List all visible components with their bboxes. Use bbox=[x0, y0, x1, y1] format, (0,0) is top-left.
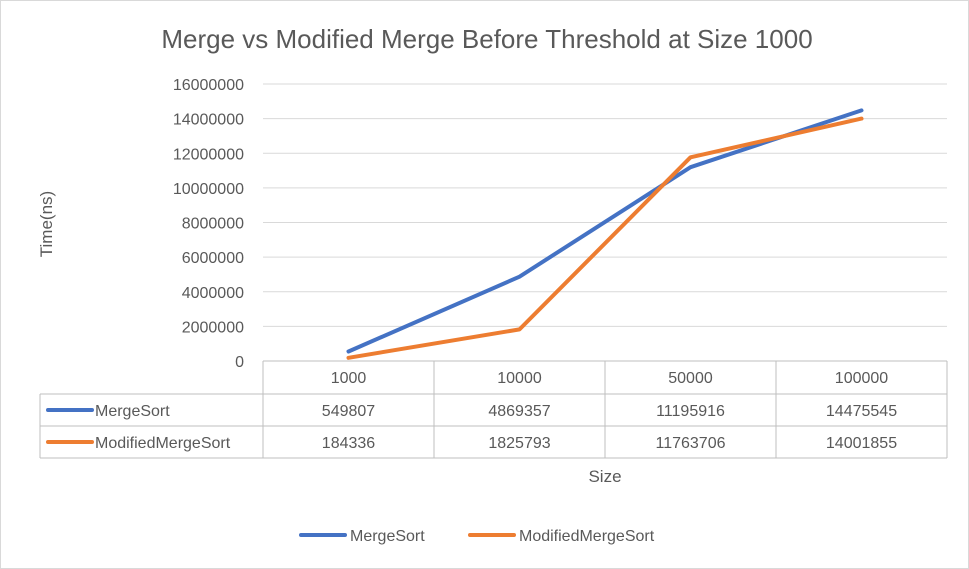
x-category-label: 10000 bbox=[497, 370, 542, 387]
table-series-name: MergeSort bbox=[95, 403, 170, 420]
y-tick-label: 4000000 bbox=[182, 285, 244, 302]
table-cell-value: 549807 bbox=[322, 403, 375, 420]
table-cell-value: 11763706 bbox=[656, 435, 726, 452]
x-category-label: 100000 bbox=[835, 370, 888, 387]
legend-label: ModifiedMergeSort bbox=[519, 528, 655, 545]
table-cell-value: 14475545 bbox=[826, 403, 897, 420]
y-tick-label: 14000000 bbox=[173, 112, 244, 129]
y-axis-label: Time(ns) bbox=[37, 191, 56, 257]
table-cell-value: 11195916 bbox=[656, 403, 725, 420]
table-cell-value: 14001855 bbox=[826, 435, 897, 452]
y-tick-label: 12000000 bbox=[173, 146, 244, 163]
y-tick-label: 8000000 bbox=[182, 216, 244, 233]
series-line-mergesort bbox=[346, 108, 864, 354]
x-category-label: 1000 bbox=[331, 370, 367, 387]
gridlines bbox=[263, 83, 947, 327]
table-cell-value: 1825793 bbox=[488, 435, 550, 452]
series-line-modifiedmergesort bbox=[346, 116, 864, 360]
series-lines bbox=[346, 108, 864, 360]
y-tick-label: 10000000 bbox=[173, 181, 244, 198]
y-tick-label: 0 bbox=[235, 354, 244, 371]
legend-label: MergeSort bbox=[350, 528, 425, 545]
y-tick-label: 16000000 bbox=[173, 77, 244, 94]
table-cell-value: 184336 bbox=[322, 435, 375, 452]
legend: MergeSort ModifiedMergeSort bbox=[299, 528, 655, 545]
y-axis-ticks: 0 2000000 4000000 6000000 8000000 10000000 120… bbox=[173, 77, 244, 371]
y-tick-label: 2000000 bbox=[182, 319, 244, 336]
x-category-label: 50000 bbox=[668, 370, 713, 387]
x-axis-label: Size bbox=[588, 467, 621, 486]
chart-title: Merge vs Modified Merge Before Threshold… bbox=[161, 24, 812, 54]
table-series-name: ModifiedMergeSort bbox=[95, 435, 231, 452]
y-tick-label: 6000000 bbox=[182, 250, 244, 267]
table-cell-value: 4869357 bbox=[488, 403, 550, 420]
data-table: 1000 10000 50000 100000 MergeSort 549807 48693… bbox=[39, 360, 948, 459]
